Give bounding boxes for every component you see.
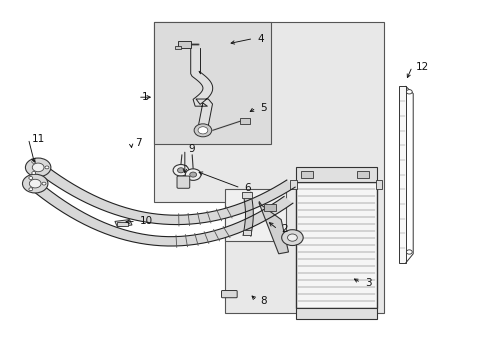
Circle shape	[29, 188, 33, 191]
Text: 6: 6	[244, 183, 251, 193]
Text: 4: 4	[257, 33, 264, 44]
Circle shape	[32, 163, 44, 172]
Polygon shape	[154, 22, 383, 313]
Circle shape	[198, 127, 207, 134]
Circle shape	[22, 174, 48, 193]
FancyBboxPatch shape	[177, 176, 189, 188]
Text: 1: 1	[142, 92, 148, 102]
Text: 5: 5	[260, 103, 266, 113]
Text: 8: 8	[260, 296, 267, 306]
Text: 11: 11	[32, 134, 45, 144]
Polygon shape	[190, 49, 212, 128]
Polygon shape	[115, 220, 132, 227]
Bar	[178, 41, 190, 48]
Bar	[117, 222, 128, 226]
Bar	[398, 86, 405, 263]
Circle shape	[189, 172, 196, 177]
Text: 9: 9	[188, 144, 195, 154]
Bar	[356, 171, 368, 178]
Polygon shape	[243, 192, 253, 236]
Text: 12: 12	[415, 62, 428, 72]
Circle shape	[173, 165, 188, 176]
Bar	[375, 180, 382, 189]
Circle shape	[281, 230, 303, 246]
Circle shape	[29, 179, 41, 188]
Polygon shape	[34, 186, 292, 246]
Bar	[241, 192, 252, 198]
Circle shape	[194, 124, 211, 137]
FancyBboxPatch shape	[221, 291, 237, 298]
Text: 10: 10	[140, 216, 153, 226]
Bar	[295, 308, 376, 319]
Circle shape	[32, 160, 36, 163]
Bar	[289, 180, 296, 189]
Text: 2: 2	[281, 224, 288, 234]
Circle shape	[177, 168, 184, 173]
Bar	[154, 22, 271, 144]
Polygon shape	[259, 202, 288, 254]
Bar	[300, 171, 312, 178]
Bar	[224, 189, 285, 241]
Bar	[264, 204, 276, 211]
Circle shape	[32, 172, 36, 175]
Circle shape	[287, 234, 297, 241]
Bar	[243, 230, 250, 235]
Circle shape	[29, 176, 33, 179]
Bar	[175, 46, 181, 49]
Text: 3: 3	[364, 278, 371, 288]
Circle shape	[42, 182, 46, 185]
Bar	[239, 118, 250, 124]
Circle shape	[406, 90, 411, 94]
Circle shape	[45, 166, 49, 169]
Bar	[295, 182, 376, 308]
Bar	[295, 167, 376, 182]
Circle shape	[25, 158, 51, 177]
Polygon shape	[37, 166, 294, 225]
Circle shape	[185, 169, 201, 180]
Text: 7: 7	[135, 138, 142, 148]
Circle shape	[406, 250, 411, 254]
